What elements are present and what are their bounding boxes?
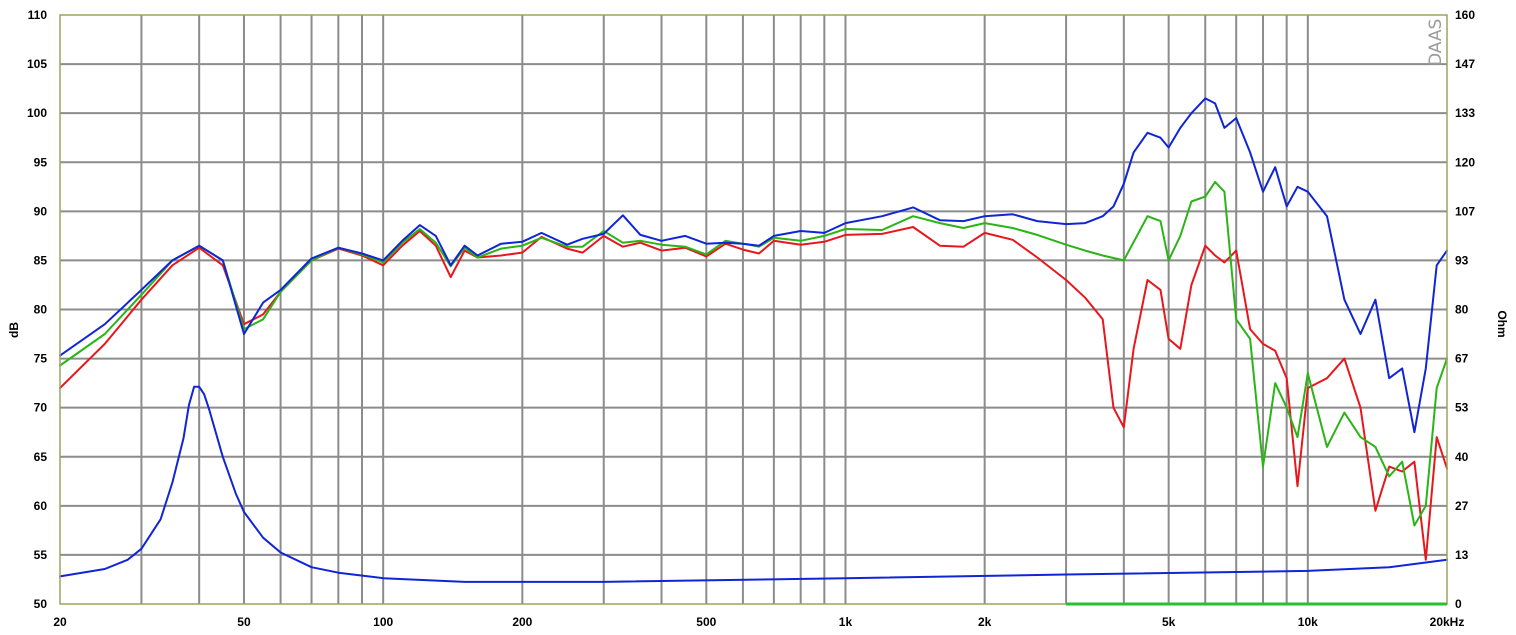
series-line-4 bbox=[59, 385, 1448, 583]
series-line-2 bbox=[59, 180, 1448, 527]
series-line-1 bbox=[59, 226, 1448, 561]
y-right-tick-label: 27 bbox=[1455, 499, 1469, 513]
y-right-tick-label: 13 bbox=[1455, 548, 1469, 562]
x-tick-label: 50 bbox=[237, 615, 251, 629]
y-right-tick-label: 53 bbox=[1455, 401, 1469, 415]
x-tick-label: 10k bbox=[1298, 615, 1318, 629]
y-right-tick-label: 40 bbox=[1455, 450, 1469, 464]
y-left-tick-label: 85 bbox=[34, 253, 48, 267]
grid-major-lines bbox=[60, 63, 1447, 556]
watermark-logo: DAAS bbox=[1426, 19, 1446, 66]
y-left-tick-label: 70 bbox=[34, 401, 48, 415]
x-tick-label: 200 bbox=[512, 615, 532, 629]
y-right-tick-label: 107 bbox=[1455, 204, 1475, 218]
y-left-tick-label: 65 bbox=[34, 450, 48, 464]
y-right-tick-label: 80 bbox=[1455, 303, 1469, 317]
x-tick-label: 20kHz bbox=[1430, 615, 1465, 629]
x-tick-label: 500 bbox=[696, 615, 716, 629]
y-left-tick-label: 80 bbox=[34, 303, 48, 317]
y-left-tick-label: 100 bbox=[27, 106, 47, 120]
series-line-3 bbox=[59, 97, 1448, 434]
y-right-tick-label: 120 bbox=[1455, 155, 1475, 169]
y-right-tick-label: 67 bbox=[1455, 352, 1469, 366]
x-tick-label: 2k bbox=[978, 615, 992, 629]
y-left-tick-label: 90 bbox=[34, 204, 48, 218]
y-axis-left-title: dB bbox=[7, 322, 21, 338]
y-left-tick-label: 55 bbox=[34, 548, 48, 562]
y-right-tick-label: 133 bbox=[1455, 106, 1475, 120]
y-left-tick-label: 105 bbox=[27, 57, 47, 71]
y-axis-left-ticks: 50 55 60 65 70 75 80 85 90 95 100 105 110 bbox=[27, 8, 47, 611]
y-left-tick-label: 95 bbox=[34, 155, 48, 169]
y-axis-right-title: Ohm bbox=[1495, 310, 1509, 337]
y-right-tick-label: 93 bbox=[1455, 253, 1469, 267]
x-tick-label: 20 bbox=[53, 615, 67, 629]
x-axis-ticks: 20 50 100 200 500 1k 2k 5k 10k 20kHz bbox=[53, 615, 1464, 629]
x-tick-label: 100 bbox=[373, 615, 393, 629]
y-left-tick-label: 60 bbox=[34, 499, 48, 513]
y-left-tick-label: 50 bbox=[34, 597, 48, 611]
y-right-tick-label: 0 bbox=[1455, 597, 1462, 611]
x-tick-label: 1k bbox=[839, 615, 853, 629]
y-axis-right-ticks: 0 13 27 40 53 67 80 93 107 120 133 147 160 bbox=[1455, 8, 1475, 611]
y-left-tick-label: 110 bbox=[28, 8, 48, 22]
series-layer bbox=[59, 97, 1448, 583]
plot-frame bbox=[59, 14, 1448, 605]
y-left-tick-label: 75 bbox=[34, 352, 48, 366]
y-right-tick-label: 147 bbox=[1455, 57, 1475, 71]
x-tick-label: 5k bbox=[1162, 615, 1176, 629]
y-right-tick-label: 160 bbox=[1455, 8, 1475, 22]
